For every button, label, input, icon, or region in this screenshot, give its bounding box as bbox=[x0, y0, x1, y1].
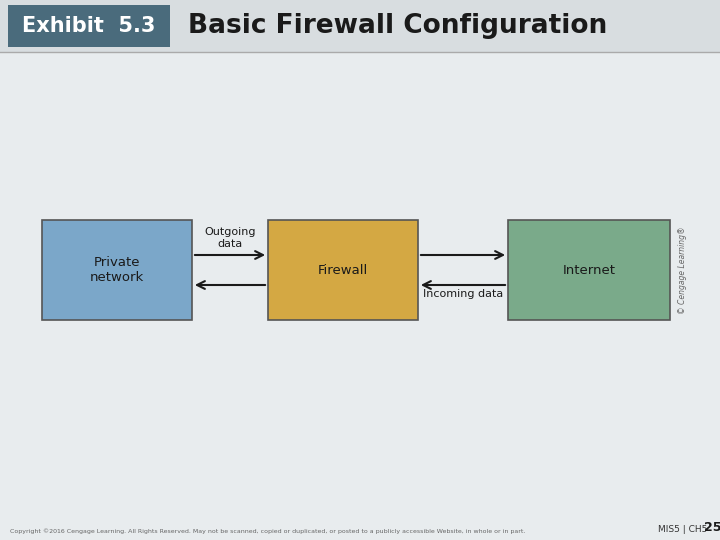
Text: Basic Firewall Configuration: Basic Firewall Configuration bbox=[188, 13, 607, 39]
Text: 25: 25 bbox=[704, 521, 720, 534]
Text: Private
network: Private network bbox=[90, 256, 144, 284]
Bar bbox=[508, 220, 670, 320]
Text: © Cengage Learning®: © Cengage Learning® bbox=[678, 226, 687, 314]
Bar bbox=[268, 220, 418, 320]
Text: Firewall: Firewall bbox=[318, 264, 368, 276]
Text: Exhibit  5.3: Exhibit 5.3 bbox=[22, 16, 156, 36]
Bar bbox=[0, 0, 720, 52]
Text: Internet: Internet bbox=[562, 264, 616, 276]
Bar bbox=[8, 5, 170, 47]
Text: MIS5 | CH5: MIS5 | CH5 bbox=[658, 525, 707, 534]
Text: Copyright ©2016 Cengage Learning. All Rights Reserved. May not be scanned, copie: Copyright ©2016 Cengage Learning. All Ri… bbox=[10, 528, 526, 534]
Text: Incoming data: Incoming data bbox=[423, 289, 503, 299]
Text: Outgoing
data: Outgoing data bbox=[204, 227, 256, 249]
Bar bbox=[42, 220, 192, 320]
